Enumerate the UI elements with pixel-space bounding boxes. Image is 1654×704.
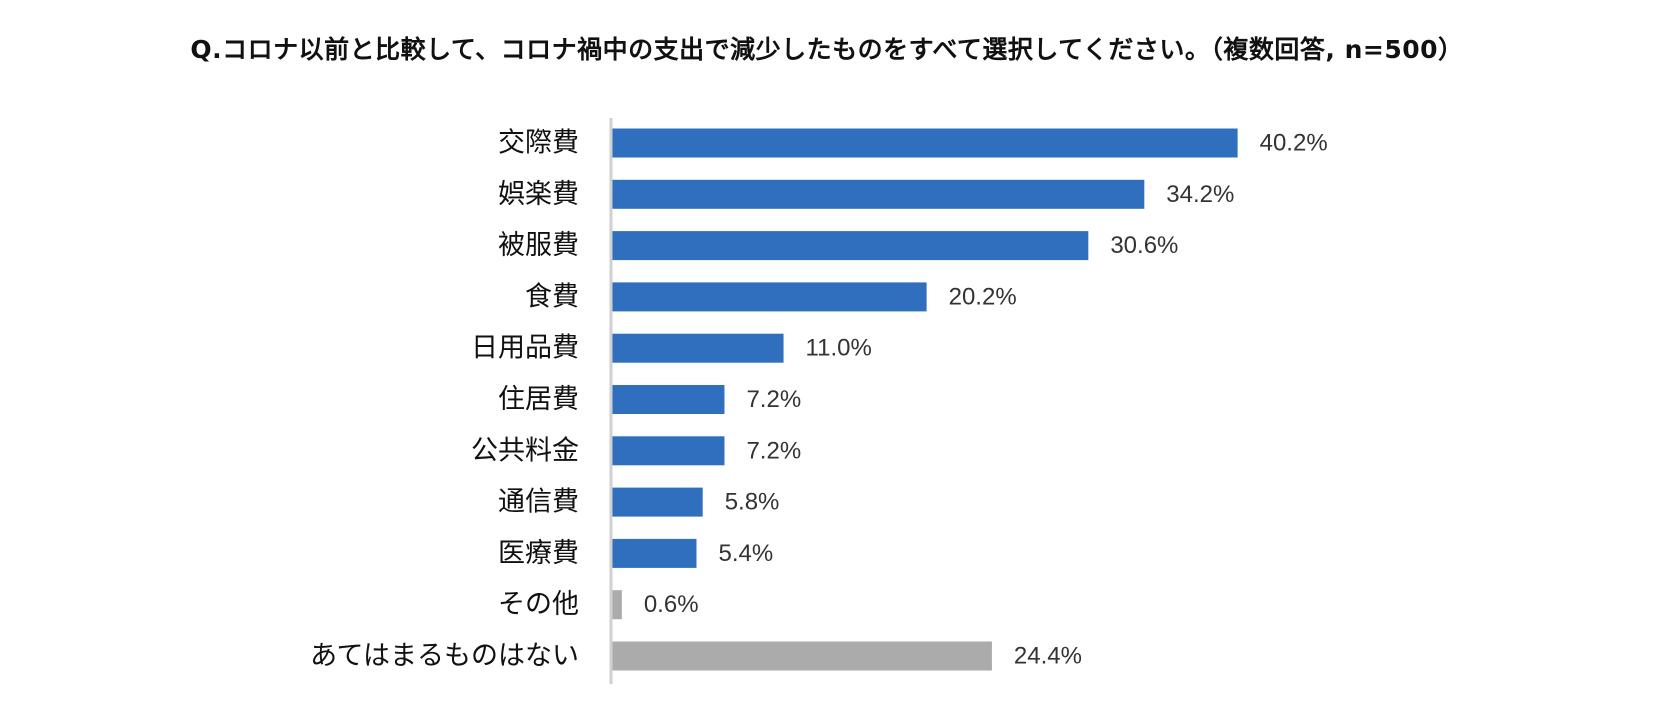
category-label: その他 — [498, 589, 579, 620]
bar — [612, 282, 927, 312]
bar — [612, 385, 725, 414]
category-label: 食費 — [525, 281, 579, 312]
value-label: 20.2% — [949, 283, 1017, 310]
bar — [612, 436, 725, 466]
value-label: 5.4% — [718, 540, 773, 567]
value-label: 34.2% — [1166, 181, 1234, 208]
bar — [612, 590, 622, 620]
bar — [612, 179, 1145, 209]
value-label: 7.2% — [746, 437, 801, 464]
category-label: 住居費 — [498, 384, 579, 415]
value-label: 40.2% — [1260, 130, 1328, 157]
value-label: 0.6% — [644, 591, 699, 618]
category-label: 医療費 — [498, 538, 579, 569]
bar — [612, 231, 1089, 261]
value-label: 24.4% — [1014, 643, 1082, 670]
value-label: 5.8% — [725, 489, 780, 516]
bar — [612, 333, 784, 363]
category-label: 公共料金 — [471, 435, 579, 466]
category-label: 交際費 — [498, 128, 579, 159]
category-label: 日用品費 — [471, 333, 579, 364]
category-label: 被服費 — [498, 230, 579, 261]
value-label: 7.2% — [746, 386, 801, 413]
bar — [612, 487, 703, 517]
category-label: 娯楽費 — [498, 179, 579, 210]
bar — [612, 641, 992, 671]
category-label: あてはまるものはない — [310, 641, 579, 672]
value-label: 11.0% — [806, 335, 872, 362]
bars-group: 交際費 40.2% 娯楽費 34.2% 被服費 30.6% 食費 20.2% 日用品費 11.0%… — [310, 128, 1328, 672]
category-label: 通信費 — [498, 487, 579, 518]
chart-title: Q.コロナ以前と比較して、コロナ禍中の支出で減少したものをすべて選択してください… — [190, 35, 1464, 64]
bar — [612, 128, 1238, 158]
value-label: 30.6% — [1110, 232, 1178, 259]
bar — [612, 538, 697, 568]
